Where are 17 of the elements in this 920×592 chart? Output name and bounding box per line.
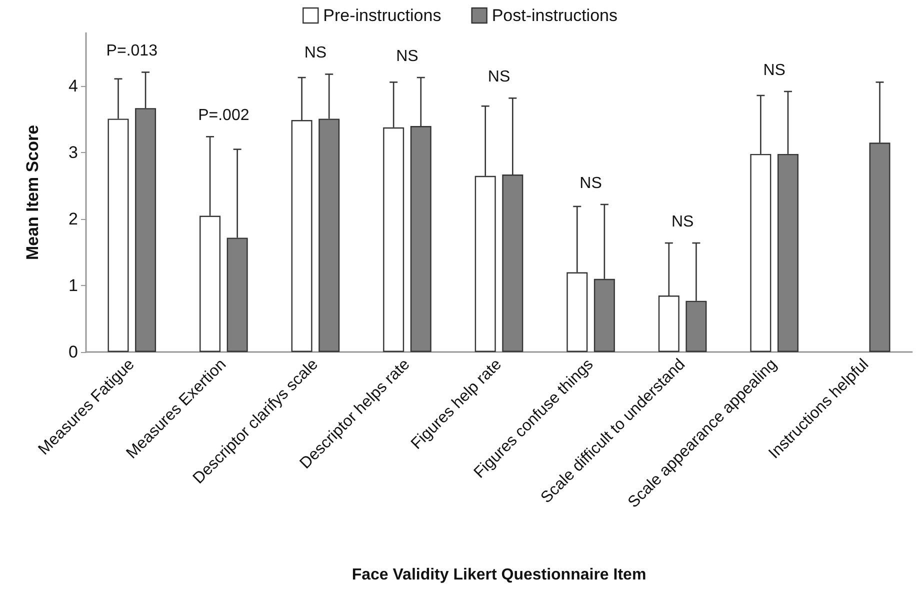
y-tick-label: 2	[68, 210, 78, 229]
annotation: P=.002	[198, 107, 250, 124]
y-tick-label: 1	[68, 276, 78, 296]
annotation: NS	[671, 214, 694, 231]
legend-label: Post-instructions	[492, 6, 618, 25]
annotation: NS	[763, 62, 786, 79]
annotation: NS	[396, 48, 418, 66]
y-axis-title: Mean Item Score	[23, 124, 42, 260]
annotation: NS	[580, 174, 602, 192]
y-tick-label: 3	[68, 143, 78, 162]
y-tick-label: 4	[68, 76, 78, 96]
annotation: NS	[488, 68, 510, 86]
legend-label: Pre-instructions	[323, 6, 442, 25]
annotation: NS	[304, 44, 327, 62]
y-tick-label: 0	[68, 342, 78, 362]
annotation: P=.013	[106, 42, 158, 60]
x-axis-title: Face Validity Likert Questionnaire Item	[352, 566, 646, 584]
